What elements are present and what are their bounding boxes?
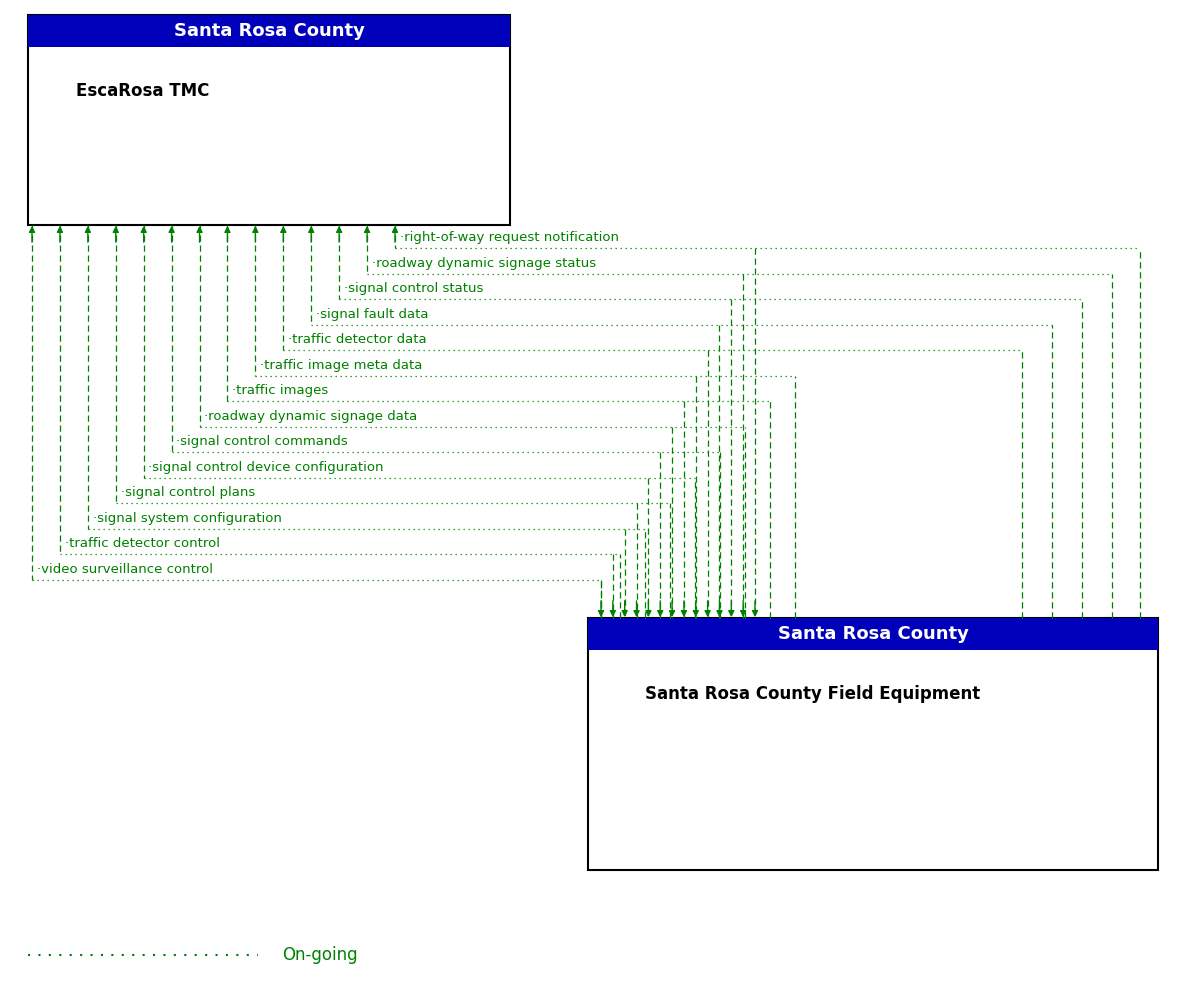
Text: ·signal control status: ·signal control status [344, 282, 483, 295]
Text: ·signal control device configuration: ·signal control device configuration [149, 461, 384, 474]
Text: Santa Rosa County: Santa Rosa County [174, 22, 365, 40]
Text: Santa Rosa County: Santa Rosa County [777, 625, 968, 643]
Text: ·signal fault data: ·signal fault data [316, 308, 428, 321]
Text: Santa Rosa County Field Equipment: Santa Rosa County Field Equipment [645, 685, 980, 703]
Text: ·traffic images: ·traffic images [232, 384, 329, 397]
Text: ·video surveillance control: ·video surveillance control [37, 563, 212, 576]
Bar [27, 15, 510, 47]
Text: ·traffic detector control: ·traffic detector control [64, 537, 219, 550]
Text: ·traffic detector data: ·traffic detector data [288, 333, 427, 346]
Text: On-going: On-going [281, 946, 358, 964]
Bar [588, 618, 1157, 870]
Text: ·roadway dynamic signage data: ·roadway dynamic signage data [204, 410, 417, 423]
Text: ·right-of-way request notification: ·right-of-way request notification [399, 231, 619, 244]
Text: ·traffic image meta data: ·traffic image meta data [260, 359, 422, 372]
Text: EscaRosa TMC: EscaRosa TMC [76, 82, 210, 100]
Text: ·signal control plans: ·signal control plans [120, 487, 255, 499]
Text: ·signal control commands: ·signal control commands [176, 436, 348, 449]
Bar [27, 15, 510, 225]
Text: ·signal system configuration: ·signal system configuration [93, 511, 281, 525]
Text: ·roadway dynamic signage status: ·roadway dynamic signage status [372, 256, 596, 269]
Bar [588, 618, 1157, 650]
